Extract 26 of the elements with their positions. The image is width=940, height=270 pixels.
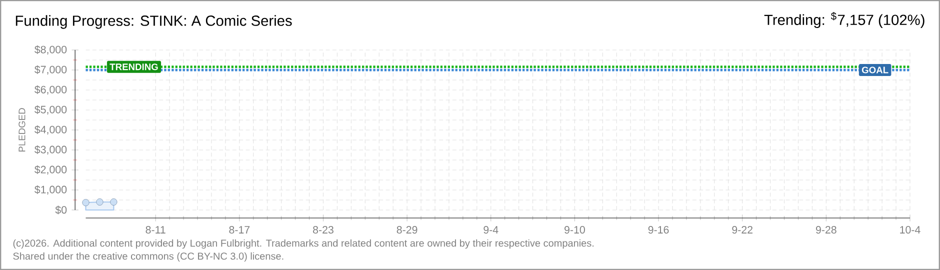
x-tick-label: 8-17	[229, 226, 250, 234]
y-tick-label: $8,000	[34, 45, 67, 55]
y-tick-label: $6,000	[34, 85, 67, 95]
y-tick-label: $4,000	[34, 125, 67, 135]
x-tick-label: 8-23	[313, 226, 334, 234]
ref-line-label: GOAL	[862, 66, 888, 74]
x-tick-label: 9-16	[648, 226, 669, 234]
y-tick-label: $7,000	[34, 65, 67, 75]
x-tick-label: 9-4	[484, 226, 498, 234]
x-tick-label: 8-29	[396, 226, 418, 234]
text: (c)2026. Additional content provided by Logan Fulbright. Trademarks and related content are owned by their respective companies.	[13, 239, 594, 249]
y-tick-label: $2,000	[34, 165, 67, 175]
x-tick-label: 8-11	[146, 226, 166, 234]
y-tick-label: $0	[55, 206, 67, 214]
y-tick-label: $1,000	[34, 185, 67, 195]
x-tick-label: 10-4	[900, 226, 920, 234]
y-tick-label: $3,000	[34, 145, 67, 155]
x-tick-label: 9-28	[816, 226, 836, 234]
y-axis-title: PLEDGED	[18, 108, 26, 152]
text: Shared under the creative commons (CC BY-NC 3.0) license.	[13, 252, 284, 262]
x-tick-label: 9-22	[732, 226, 752, 234]
chart-subtitle: Trending: $^{$}$7,157 (102%)	[764, 12, 924, 28]
ref-line-label: TRENDING	[110, 64, 158, 70]
y-tick-label: $5,000	[34, 105, 67, 115]
chart-title: Funding Progress: STINK: A Comic Series	[16, 15, 292, 29]
x-tick-label: 9-10	[564, 226, 585, 234]
